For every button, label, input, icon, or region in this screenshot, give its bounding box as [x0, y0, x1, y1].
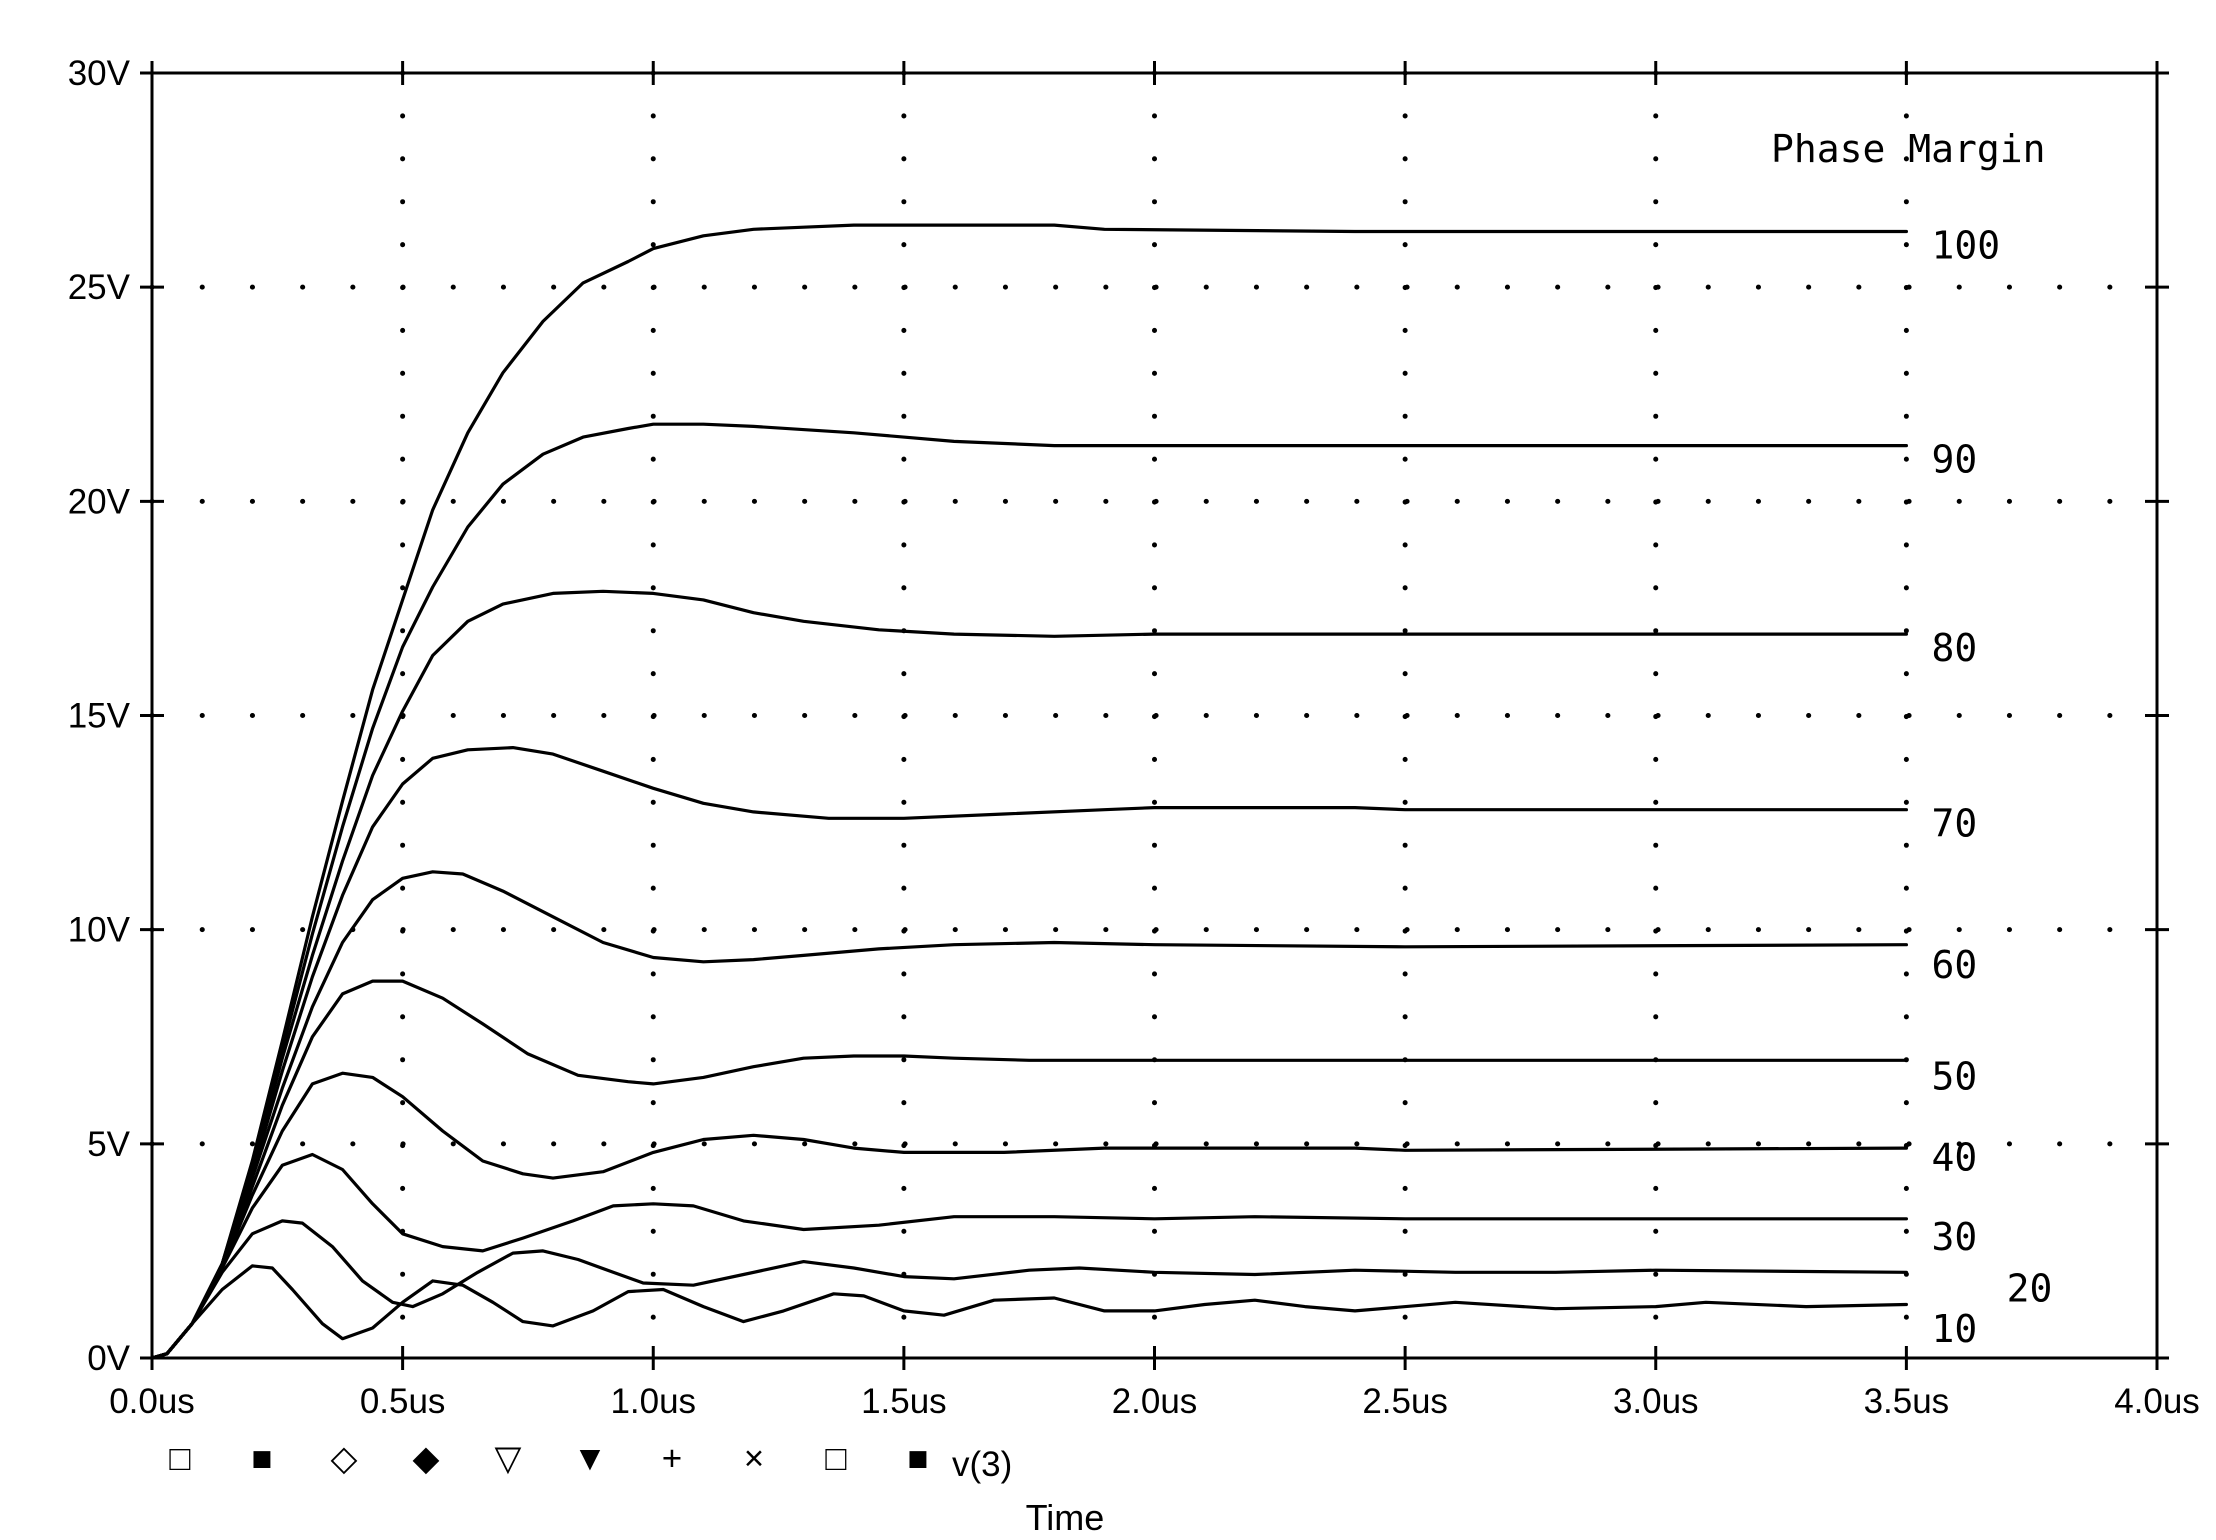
x-tick-label: 0.5us	[360, 1382, 446, 1421]
legend-marker: ×	[744, 1439, 764, 1478]
series-label-10: 10	[1931, 1307, 1977, 1351]
x-axis-label: Time	[1026, 1497, 1105, 1538]
series-label-90: 90	[1931, 438, 1977, 482]
y-tick-label: 25V	[68, 268, 131, 307]
series-labels: 100 90 80 70 60 50 40 30 20 10	[1931, 223, 2052, 1351]
axis-ticks	[140, 61, 2169, 1370]
series-label-20: 20	[2007, 1266, 2053, 1310]
series-label-50: 50	[1931, 1054, 1977, 1098]
x-tick-label: 3.5us	[1864, 1382, 1950, 1421]
y-tick-label: 0V	[87, 1339, 130, 1378]
y-axis-tick-labels: 0V 5V 10V 15V 20V 25V 30V	[68, 54, 131, 1378]
x-tick-label: 2.5us	[1362, 1382, 1448, 1421]
legend-marker: +	[662, 1439, 682, 1478]
legend-marker: □	[825, 1439, 846, 1478]
x-tick-label: 1.5us	[861, 1382, 947, 1421]
legend-marker: □	[169, 1439, 190, 1478]
series-label-80: 80	[1931, 626, 1977, 670]
x-tick-label: 0.0us	[109, 1382, 195, 1421]
legend-trace-label: v(3)	[952, 1445, 1012, 1484]
y-tick-label: 30V	[68, 54, 131, 93]
x-tick-label: 3.0us	[1613, 1382, 1699, 1421]
x-tick-label: 1.0us	[610, 1382, 696, 1421]
legend-marker: ■	[251, 1439, 272, 1478]
series-line-80	[150, 589, 1908, 1360]
y-tick-label: 20V	[68, 482, 131, 521]
series-line-100	[150, 223, 1908, 1360]
series-line-10	[150, 1264, 1908, 1360]
x-tick-label: 2.0us	[1112, 1382, 1198, 1421]
legend-marker: ◆	[413, 1439, 440, 1478]
grid	[149, 70, 2160, 1361]
legend-title: Phase Margin	[1771, 127, 2046, 171]
series-label-60: 60	[1931, 943, 1977, 987]
series-label-70: 70	[1931, 802, 1977, 846]
series-line-70	[150, 746, 1908, 1360]
x-axis-tick-labels: 0.0us 0.5us 1.0us 1.5us 2.0us 2.5us 3.0us 3.5us…	[109, 1382, 2200, 1421]
series-label-30: 30	[1931, 1215, 1977, 1259]
series-line-50	[150, 979, 1908, 1360]
legend-marker: ▽	[495, 1439, 522, 1478]
legend-marker: ◇	[331, 1439, 358, 1478]
y-tick-label: 10V	[68, 911, 131, 950]
legend-marker: ▼	[573, 1439, 608, 1478]
series-line-20	[150, 1219, 1908, 1360]
series-line-40	[150, 1071, 1908, 1360]
series-line-30	[150, 1152, 1908, 1360]
legend-marker: ■	[907, 1439, 928, 1478]
y-tick-label: 5V	[87, 1125, 130, 1164]
y-tick-label: 15V	[68, 697, 131, 736]
series-label-100: 100	[1931, 223, 2000, 267]
legend: □ ■ ◇ ◆ ▽ ▼ + × □ ■ v(3)	[169, 1439, 1012, 1484]
series-label-40: 40	[1931, 1136, 1977, 1180]
x-tick-label: 4.0us	[2114, 1382, 2200, 1421]
series-lines	[150, 223, 1908, 1360]
series-line-60	[150, 870, 1908, 1360]
